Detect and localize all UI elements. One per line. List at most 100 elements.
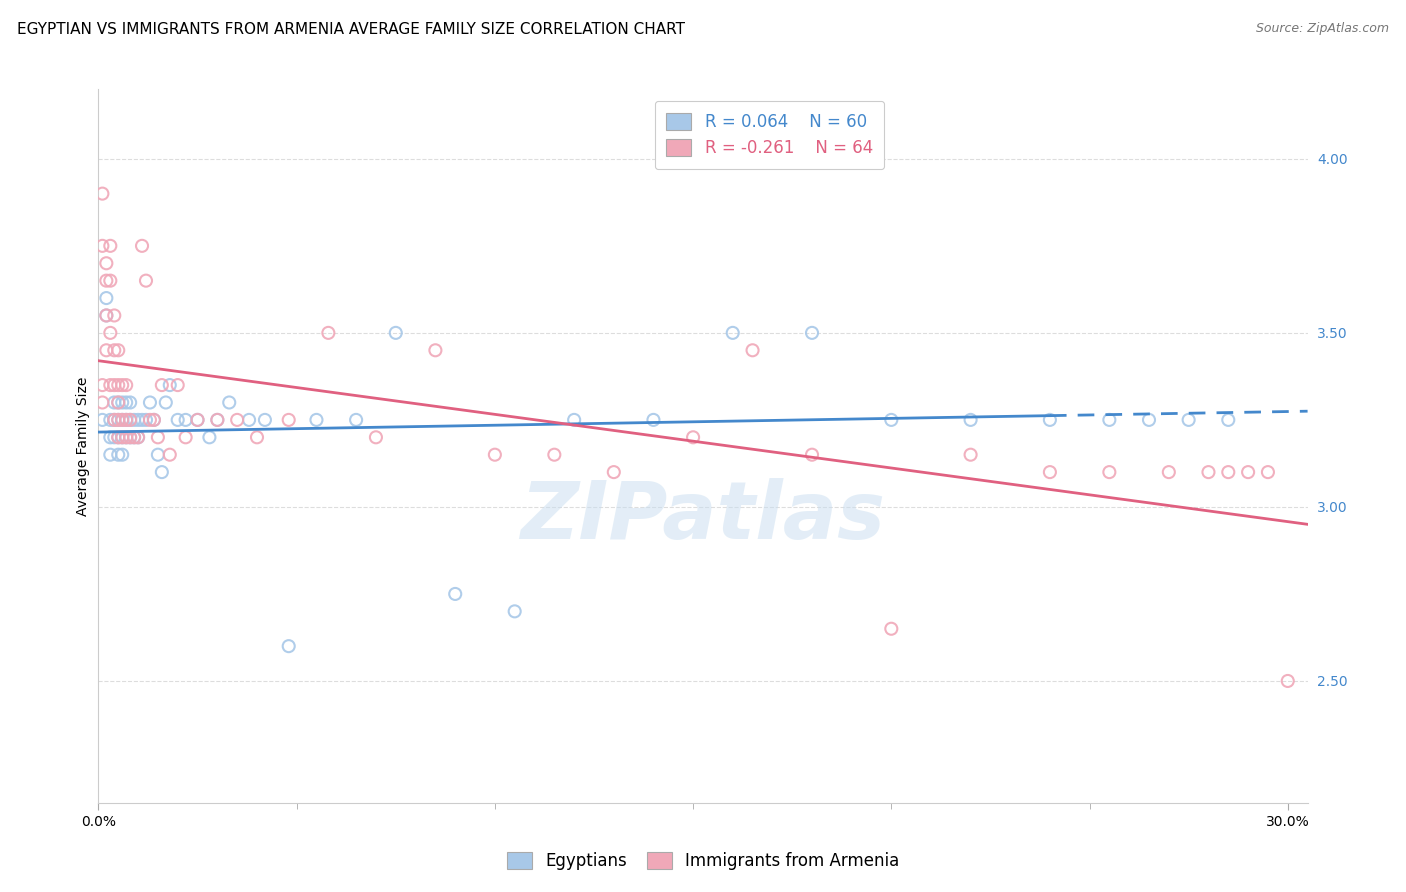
Point xyxy=(107,395,129,409)
Point xyxy=(115,413,138,427)
Point xyxy=(103,378,125,392)
Point xyxy=(1218,413,1240,427)
Point xyxy=(96,256,118,270)
Point xyxy=(174,413,197,427)
Point xyxy=(91,378,114,392)
Point xyxy=(1039,413,1062,427)
Point xyxy=(1218,465,1240,479)
Point xyxy=(111,448,134,462)
Point xyxy=(1237,465,1260,479)
Point xyxy=(1257,465,1279,479)
Point xyxy=(253,413,276,427)
Point xyxy=(318,326,340,340)
Point xyxy=(207,413,229,427)
Point xyxy=(98,448,121,462)
Point xyxy=(1157,465,1180,479)
Point xyxy=(166,378,188,392)
Point xyxy=(127,413,149,427)
Point xyxy=(207,413,229,427)
Point xyxy=(96,309,118,323)
Point xyxy=(107,378,129,392)
Point xyxy=(150,465,173,479)
Point xyxy=(305,413,328,427)
Text: Source: ZipAtlas.com: Source: ZipAtlas.com xyxy=(1256,22,1389,36)
Point xyxy=(186,413,208,427)
Point xyxy=(174,430,197,444)
Point xyxy=(959,413,981,427)
Point xyxy=(131,413,153,427)
Point xyxy=(120,413,142,427)
Point xyxy=(115,395,138,409)
Point xyxy=(115,430,138,444)
Point xyxy=(139,413,162,427)
Text: ZIPatlas: ZIPatlas xyxy=(520,478,886,557)
Point xyxy=(127,430,149,444)
Point xyxy=(111,430,134,444)
Point xyxy=(1137,413,1160,427)
Point xyxy=(959,448,981,462)
Point xyxy=(120,413,142,427)
Point xyxy=(246,430,269,444)
Point xyxy=(98,413,121,427)
Point xyxy=(120,430,142,444)
Point xyxy=(107,413,129,427)
Point xyxy=(111,395,134,409)
Point xyxy=(131,239,153,253)
Point xyxy=(107,395,129,409)
Point xyxy=(159,448,181,462)
Point xyxy=(96,309,118,323)
Point xyxy=(98,274,121,288)
Point xyxy=(91,186,114,201)
Point xyxy=(159,378,181,392)
Point xyxy=(344,413,367,427)
Point xyxy=(1177,413,1199,427)
Point xyxy=(135,274,157,288)
Point xyxy=(384,326,406,340)
Point xyxy=(1098,413,1121,427)
Point xyxy=(103,309,125,323)
Point xyxy=(103,413,125,427)
Point xyxy=(226,413,249,427)
Point xyxy=(444,587,467,601)
Point xyxy=(103,430,125,444)
Point xyxy=(562,413,585,427)
Point xyxy=(238,413,260,427)
Point xyxy=(98,430,121,444)
Point xyxy=(107,430,129,444)
Point xyxy=(98,239,121,253)
Point xyxy=(96,291,118,305)
Legend: Egyptians, Immigrants from Armenia: Egyptians, Immigrants from Armenia xyxy=(501,845,905,877)
Point xyxy=(96,343,118,358)
Point xyxy=(277,413,299,427)
Point xyxy=(107,413,129,427)
Point xyxy=(115,378,138,392)
Point xyxy=(122,430,145,444)
Point xyxy=(115,430,138,444)
Point xyxy=(484,448,506,462)
Point xyxy=(107,448,129,462)
Point xyxy=(1039,465,1062,479)
Point xyxy=(91,395,114,409)
Point xyxy=(543,448,565,462)
Point xyxy=(682,430,704,444)
Point xyxy=(503,604,526,618)
Point xyxy=(643,413,665,427)
Point xyxy=(741,343,763,358)
Point xyxy=(122,413,145,427)
Point xyxy=(111,430,134,444)
Point xyxy=(1198,465,1220,479)
Point xyxy=(135,413,157,427)
Point xyxy=(122,430,145,444)
Point xyxy=(150,378,173,392)
Point xyxy=(103,413,125,427)
Point xyxy=(166,413,188,427)
Point xyxy=(880,622,903,636)
Point xyxy=(142,413,165,427)
Point xyxy=(218,395,240,409)
Point xyxy=(120,395,142,409)
Point xyxy=(721,326,744,340)
Point xyxy=(98,378,121,392)
Point xyxy=(103,395,125,409)
Point xyxy=(98,326,121,340)
Point xyxy=(111,378,134,392)
